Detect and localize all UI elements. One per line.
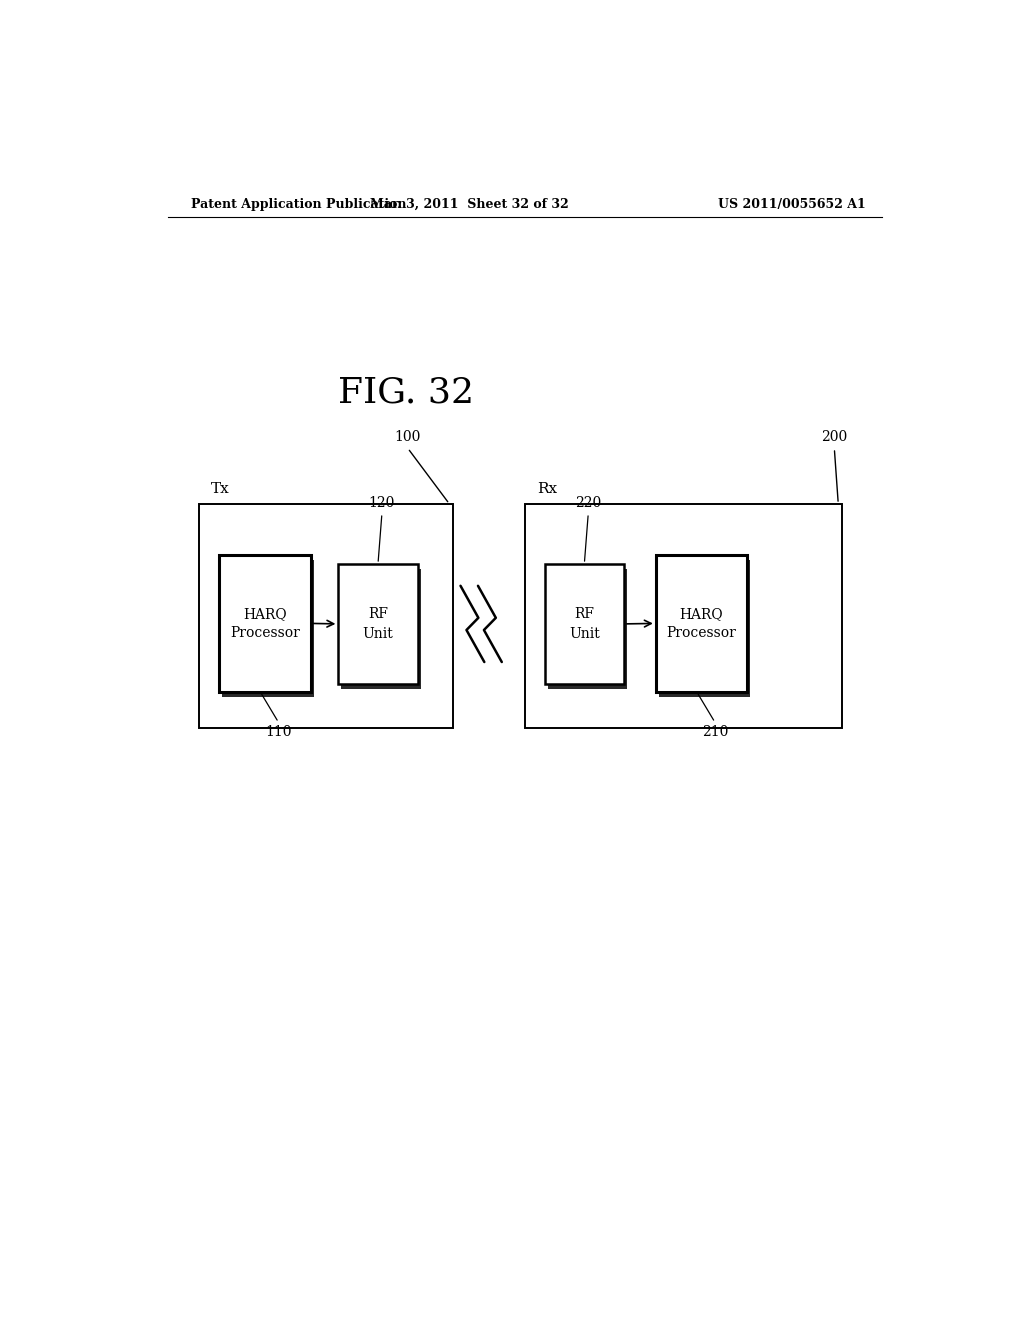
Text: Rx: Rx xyxy=(537,482,557,496)
Text: 220: 220 xyxy=(575,496,601,510)
Text: Mar. 3, 2011  Sheet 32 of 32: Mar. 3, 2011 Sheet 32 of 32 xyxy=(370,198,568,211)
Text: 120: 120 xyxy=(369,496,395,510)
Bar xyxy=(219,554,310,692)
Text: RF
Unit: RF Unit xyxy=(569,607,600,640)
Text: FIG. 32: FIG. 32 xyxy=(338,375,474,409)
Text: HARQ
Processor: HARQ Processor xyxy=(230,607,300,640)
Text: Tx: Tx xyxy=(211,482,230,496)
Bar xyxy=(524,504,842,727)
Bar xyxy=(548,569,627,689)
Bar xyxy=(545,564,624,684)
Bar xyxy=(222,560,313,697)
Text: Patent Application Publication: Patent Application Publication xyxy=(191,198,407,211)
Text: 110: 110 xyxy=(265,725,292,738)
Bar xyxy=(655,554,748,692)
Text: 100: 100 xyxy=(394,430,421,444)
Text: HARQ
Processor: HARQ Processor xyxy=(667,607,736,640)
Text: RF
Unit: RF Unit xyxy=(362,607,393,640)
Text: 200: 200 xyxy=(821,430,848,444)
Bar xyxy=(658,560,751,697)
Text: 210: 210 xyxy=(701,725,728,738)
Bar xyxy=(341,569,421,689)
Text: US 2011/0055652 A1: US 2011/0055652 A1 xyxy=(718,198,866,211)
Bar xyxy=(338,564,418,684)
Bar xyxy=(200,504,454,727)
